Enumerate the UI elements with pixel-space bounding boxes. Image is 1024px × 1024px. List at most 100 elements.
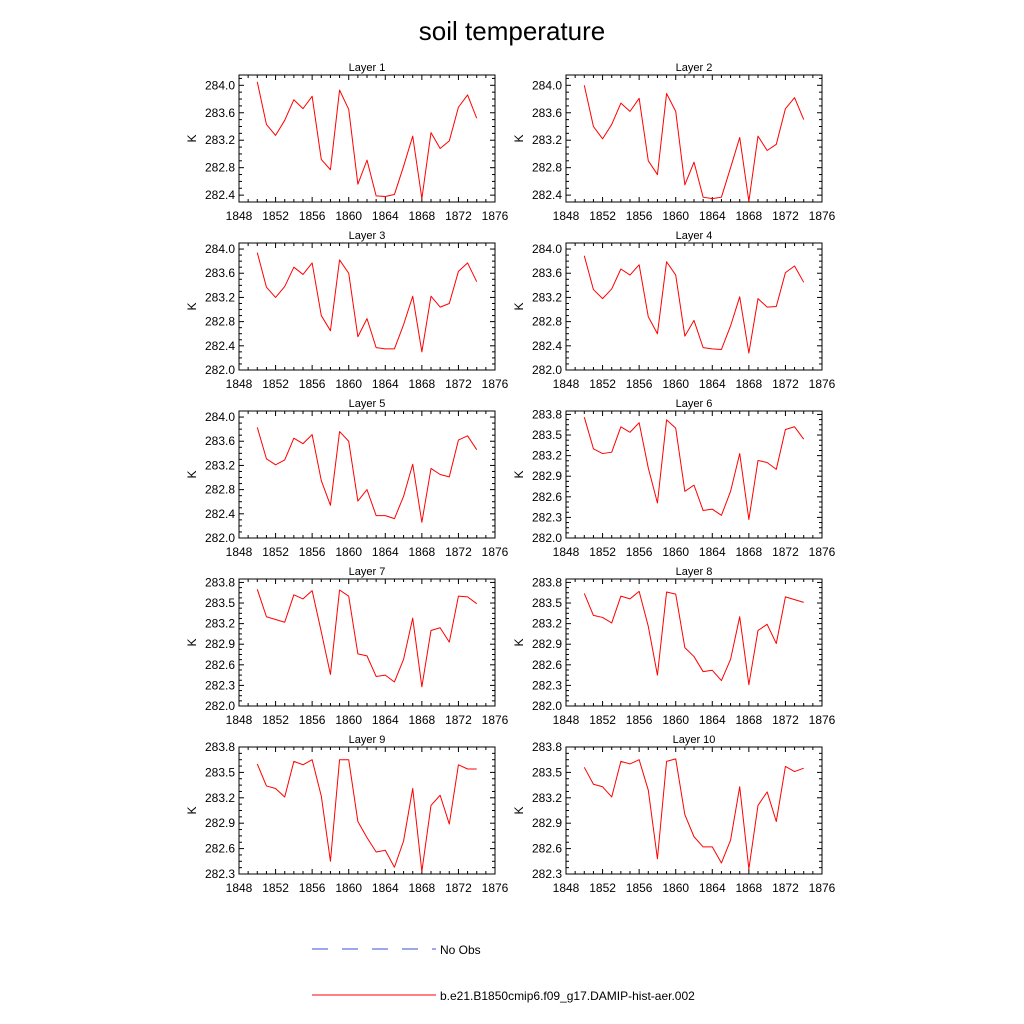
x-tick-label: 1856 [299, 545, 326, 559]
y-tick-label: 282.3 [532, 867, 562, 881]
chart-panel: Layer 3 1848 1852 1856 1860 1864 1868 1872 1876 2… [185, 230, 509, 391]
y-tick-label: 282.8 [532, 161, 562, 175]
x-tick-label: 1864 [372, 713, 399, 727]
y-tick-label: 282.6 [205, 842, 235, 856]
panel-title: Layer 9 [349, 734, 386, 746]
x-tick-label: 1876 [809, 377, 836, 391]
x-tick-label: 1872 [445, 545, 472, 559]
panel-grid: Layer 1 1848 1852 1856 1860 1864 1868 1872 1876 2… [185, 62, 836, 895]
y-tick-label: 282.6 [532, 842, 562, 856]
plot-frame [238, 74, 496, 203]
y-tick-label: 282.0 [532, 363, 562, 377]
y-tick-label: 282.4 [205, 188, 235, 202]
x-tick-label: 1852 [262, 209, 289, 223]
x-tick-label: 1860 [662, 881, 689, 895]
panel-title: Layer 1 [349, 62, 386, 74]
x-tick-label: 1852 [262, 545, 289, 559]
series-line [583, 85, 805, 202]
x-tick-label: 1868 [409, 377, 436, 391]
x-tick-label: 1860 [335, 713, 362, 727]
x-tick-label: 1848 [553, 545, 580, 559]
plot-frame [238, 410, 496, 539]
y-tick-label: 283.2 [532, 290, 562, 304]
x-tick-label: 1848 [226, 209, 253, 223]
legend: No Obs b.e21.B1850cmip6.f09_g17.DAMIP-hi… [312, 943, 695, 1003]
panel-title: Layer 7 [349, 566, 386, 578]
chart-panel: Layer 6 1848 1852 1856 1860 1864 1868 1872 1876 2… [512, 398, 836, 559]
x-tick-label: 1868 [409, 713, 436, 727]
y-tick-label: 284.0 [205, 242, 235, 256]
x-tick-label: 1868 [409, 209, 436, 223]
x-tick-label: 1864 [699, 881, 726, 895]
y-tick-label: 282.8 [532, 315, 562, 329]
y-tick-label: 282.3 [532, 678, 562, 692]
x-tick-label: 1848 [226, 545, 253, 559]
series-line [583, 255, 805, 354]
y-tick-label: 283.2 [205, 458, 235, 472]
x-tick-label: 1872 [445, 881, 472, 895]
y-tick-label: 282.9 [205, 637, 235, 651]
x-tick-label: 1852 [262, 377, 289, 391]
y-tick-label: 284.0 [205, 78, 235, 92]
y-axis-label: K [185, 302, 199, 310]
y-tick-label: 283.8 [532, 740, 562, 754]
series-line [256, 252, 478, 353]
x-tick-label: 1872 [772, 377, 799, 391]
y-axis-label: K [512, 806, 526, 814]
x-tick-label: 1852 [589, 377, 616, 391]
plot-frame [238, 746, 496, 875]
x-tick-label: 1864 [372, 545, 399, 559]
x-tick-label: 1868 [736, 545, 763, 559]
x-tick-label: 1856 [299, 377, 326, 391]
series-line [583, 590, 804, 686]
y-tick-label: 284.0 [205, 410, 235, 424]
x-tick-label: 1852 [262, 881, 289, 895]
x-tick-label: 1864 [699, 713, 726, 727]
series-line [583, 758, 804, 870]
x-tick-label: 1856 [299, 209, 326, 223]
x-tick-label: 1872 [772, 545, 799, 559]
x-tick-label: 1852 [589, 209, 616, 223]
y-axis-label: K [512, 302, 526, 310]
chart-panel: Layer 10 1848 1852 1856 1860 1864 1868 1872 1876… [512, 734, 836, 895]
y-axis-label: K [512, 470, 526, 478]
x-tick-label: 1868 [736, 881, 763, 895]
y-tick-label: 282.0 [205, 363, 235, 377]
panel-title: Layer 2 [676, 62, 713, 74]
x-tick-label: 1848 [553, 377, 580, 391]
y-tick-label: 282.6 [532, 490, 562, 504]
y-axis-label: K [512, 134, 526, 142]
y-tick-label: 282.9 [532, 816, 562, 830]
y-tick-label: 283.2 [205, 290, 235, 304]
series-line [256, 759, 477, 872]
y-axis-label: K [185, 806, 199, 814]
y-axis-label: K [185, 134, 199, 142]
x-tick-label: 1864 [372, 209, 399, 223]
y-tick-label: 283.2 [532, 617, 562, 631]
x-tick-label: 1856 [299, 881, 326, 895]
y-tick-label: 282.8 [205, 161, 235, 175]
y-tick-label: 284.0 [532, 78, 562, 92]
x-tick-label: 1852 [589, 881, 616, 895]
series-line [256, 427, 478, 523]
x-tick-label: 1876 [809, 545, 836, 559]
y-tick-label: 283.6 [532, 106, 562, 120]
plot-frame [238, 242, 496, 371]
y-axis-label: K [512, 638, 526, 646]
y-tick-label: 283.6 [532, 266, 562, 280]
y-tick-label: 282.4 [532, 339, 562, 353]
x-tick-label: 1856 [299, 713, 326, 727]
plot-frame [565, 410, 823, 539]
y-tick-label: 282.4 [205, 339, 235, 353]
x-tick-label: 1852 [589, 545, 616, 559]
chart-panel: Layer 7 1848 1852 1856 1860 1864 1868 1872 1876 2… [185, 566, 509, 727]
x-tick-label: 1876 [482, 881, 509, 895]
y-tick-label: 283.8 [532, 575, 562, 589]
y-tick-label: 282.4 [532, 188, 562, 202]
x-tick-label: 1864 [372, 377, 399, 391]
x-tick-label: 1852 [589, 713, 616, 727]
panel-title: Layer 4 [676, 230, 713, 242]
x-tick-label: 1848 [553, 881, 580, 895]
y-tick-label: 282.6 [205, 658, 235, 672]
